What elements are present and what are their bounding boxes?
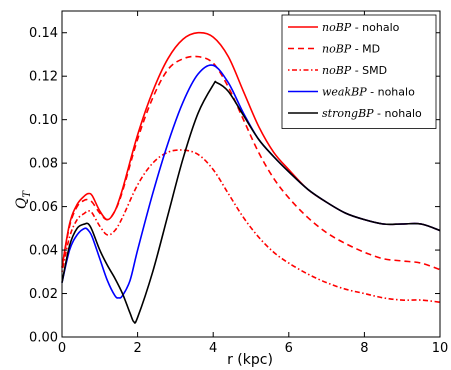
- series-line-strongbp-nohalo: [61, 80, 441, 324]
- series-line-nobp-smd: [61, 149, 441, 304]
- legend-item: weakBP - nohalo: [288, 86, 415, 99]
- series-layer: [61, 31, 441, 324]
- x-tick-label: 0: [58, 341, 66, 356]
- legend-item: strongBP - nohalo: [288, 107, 422, 120]
- legend-label-model: weakBP: [322, 86, 367, 99]
- legend-label-model: strongBP: [322, 107, 374, 120]
- x-tick-label: 4: [209, 341, 217, 356]
- legend-label-variant: - nohalo: [351, 21, 399, 34]
- legend-label: noBP - nohalo: [322, 21, 400, 34]
- legend-label: weakBP - nohalo: [322, 86, 415, 99]
- legend-label: strongBP - nohalo: [322, 107, 422, 120]
- legend-label: noBP - SMD: [322, 64, 387, 77]
- legend-label-variant: - SMD: [351, 64, 387, 77]
- y-tick-label: 0.14: [29, 26, 58, 41]
- x-tick-label: 2: [133, 341, 141, 356]
- x-tick-label: 10: [432, 341, 449, 356]
- x-tick-label: 6: [285, 341, 293, 356]
- legend-label-variant: - nohalo: [367, 86, 415, 99]
- y-axis-label-sub: T: [22, 190, 33, 198]
- y-tick-label: 0.06: [29, 200, 58, 215]
- legend-label-model: noBP: [322, 43, 352, 56]
- ticks-layer: 0 2 4 6 8 10 0.00 0.02 0.04 0.06 0.08 0.10 0.12 0.14: [29, 11, 448, 356]
- legend-item: noBP - nohalo: [288, 21, 400, 34]
- legend-label-model: noBP: [322, 21, 352, 34]
- legend-box: [281, 14, 437, 129]
- legend-label: noBP - MD: [322, 43, 380, 56]
- y-tick-label: 0.10: [29, 113, 58, 128]
- legend-label-variant: - nohalo: [374, 107, 422, 120]
- legend-label-variant: - MD: [351, 43, 380, 56]
- legend-item: noBP - SMD: [288, 64, 387, 77]
- x-axis-label: r (kpc): [227, 352, 273, 368]
- y-axis-label: QT: [14, 190, 33, 209]
- y-tick-label: 0.04: [29, 244, 58, 259]
- y-tick-label: 0.02: [29, 287, 58, 302]
- y-tick-label: 0.12: [29, 70, 58, 85]
- legend-label-model: noBP: [322, 64, 352, 77]
- x-tick-label: 8: [360, 341, 368, 356]
- legend-item: noBP - MD: [288, 43, 380, 56]
- series-line-nobp-md: [61, 55, 441, 271]
- y-axis-label-main: Q: [14, 197, 30, 209]
- y-tick-label: 0.08: [29, 157, 58, 172]
- y-tick-label: 0.00: [29, 331, 58, 346]
- plot-frame: [61, 10, 441, 338]
